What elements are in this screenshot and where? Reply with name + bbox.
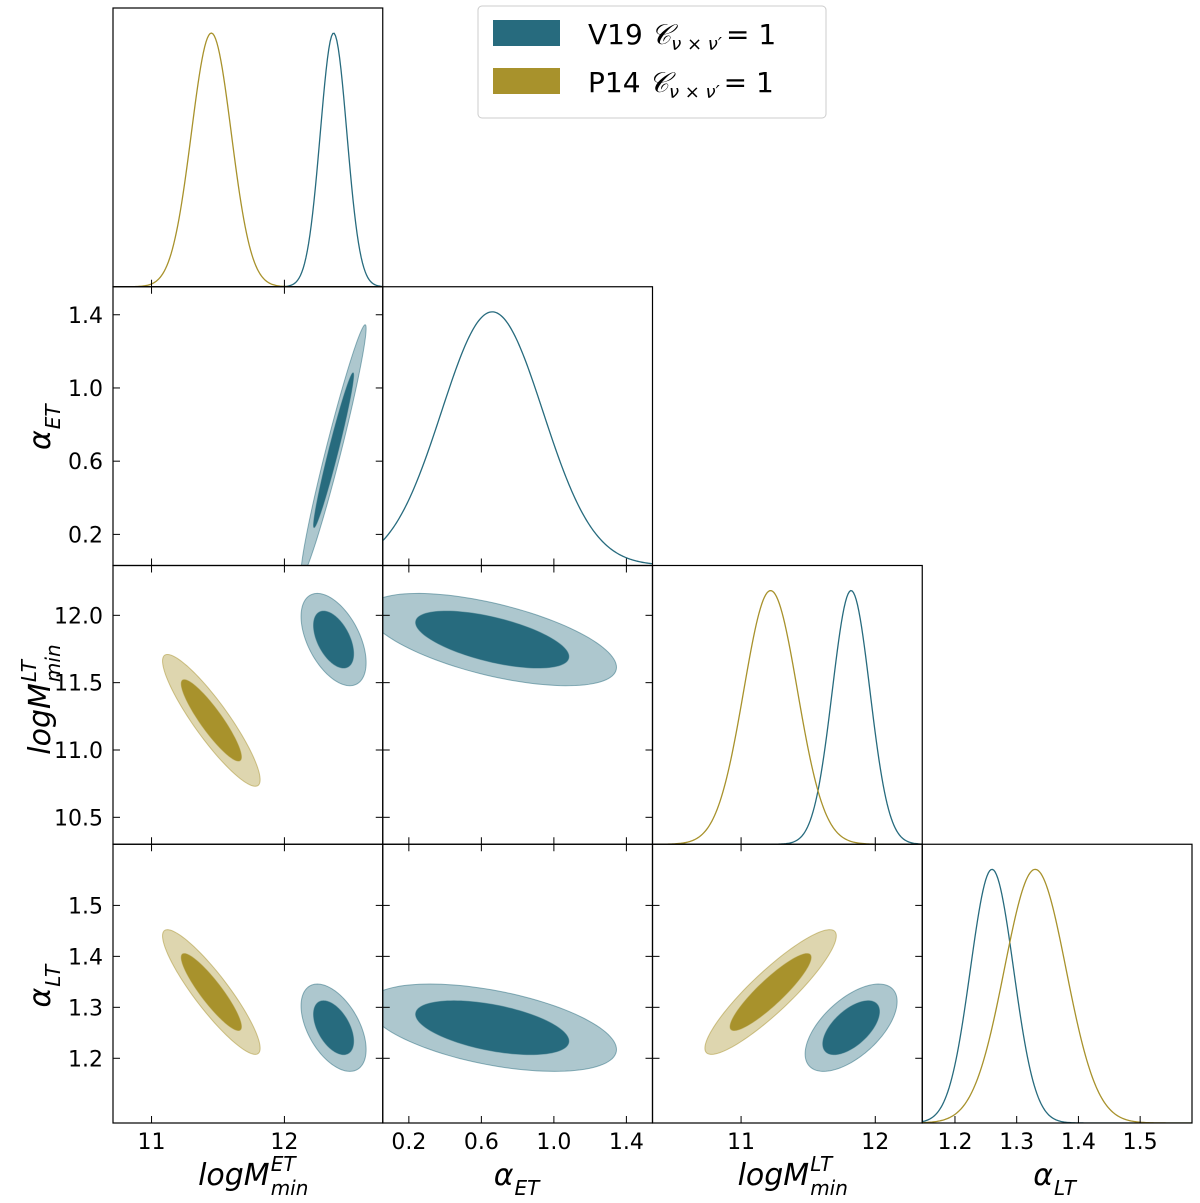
contour xyxy=(313,610,355,669)
y-tick-label: 1.4 xyxy=(68,304,103,329)
axis-label-sup: ET xyxy=(271,1152,298,1176)
x-tick-label: 11 xyxy=(138,1130,166,1155)
legend-text: V19 xyxy=(588,18,643,51)
panel-content xyxy=(922,868,1192,1123)
y-tick-label: 0.2 xyxy=(68,523,103,548)
x-tick-label: 1.4 xyxy=(1061,1130,1096,1155)
x-tick-label: 1.5 xyxy=(1123,1130,1158,1155)
axis-label-base: α xyxy=(494,1158,514,1193)
contour xyxy=(415,1000,570,1056)
panel-frame xyxy=(382,286,654,567)
panel-frame xyxy=(112,7,384,288)
x-tick-label: 0.2 xyxy=(391,1130,426,1155)
axis-label-sub: min xyxy=(810,1176,848,1200)
y-tick-label: 11.0 xyxy=(54,739,103,764)
x-tick-label: 12 xyxy=(861,1130,889,1155)
axis-label: αET xyxy=(23,403,65,450)
marginal-curve xyxy=(113,32,383,287)
axis-label-sub: min xyxy=(271,1176,309,1200)
axis-label-sub: min xyxy=(41,644,65,682)
x-tick-label: 1.0 xyxy=(536,1130,571,1155)
x-tick-label: 1.4 xyxy=(609,1130,644,1155)
panel-content xyxy=(382,983,617,1072)
axis-label-sub: ET xyxy=(41,403,65,430)
x-tick-label: 12 xyxy=(270,1130,298,1155)
panel-content xyxy=(300,324,367,566)
marginal-curve xyxy=(382,311,653,565)
axis-label-sub: ET xyxy=(515,1176,542,1200)
legend-text: = 1 xyxy=(726,18,776,51)
legend: V19 𝒞ν × ν′ = 1 P14 𝒞ν × ν′ = 1 xyxy=(477,5,827,119)
legend-swatch xyxy=(493,68,560,94)
legend-label: P14 𝒞ν × ν′ = 1 xyxy=(588,66,774,103)
y-tick-label: 1.0 xyxy=(68,377,103,402)
legend-text: = 1 xyxy=(724,66,774,99)
axis-label-base: α xyxy=(1033,1158,1053,1193)
panel-content xyxy=(382,311,653,565)
contour xyxy=(822,1000,880,1056)
panel-content xyxy=(113,32,383,287)
axis-label-sup: LT xyxy=(17,658,41,682)
y-tick-label: 1.5 xyxy=(68,894,103,919)
y-tick-label: 1.2 xyxy=(68,1047,103,1072)
marginal-curve xyxy=(922,868,1192,1123)
contour xyxy=(313,1000,355,1056)
marginal-curve xyxy=(652,589,923,845)
x-tick-label: 0.6 xyxy=(464,1130,499,1155)
axis-label-sub: LT xyxy=(41,963,65,987)
legend-swatch xyxy=(493,20,560,46)
axis-label-base: α xyxy=(23,988,58,1008)
contour xyxy=(180,953,242,1031)
y-tick-label: 1.4 xyxy=(68,945,103,970)
y-tick-label: 1.3 xyxy=(68,996,103,1021)
axis-label-sub: LT xyxy=(1054,1176,1078,1200)
marginal-curve xyxy=(113,32,383,287)
axis-label-base: α xyxy=(23,430,58,450)
x-tick-label: 11 xyxy=(727,1130,755,1155)
panel-content xyxy=(382,592,617,687)
contour xyxy=(729,953,812,1031)
legend-text: ν × ν′ xyxy=(671,34,722,55)
panel-frame xyxy=(651,564,923,845)
axis-label-base: logM xyxy=(198,1158,270,1193)
contour xyxy=(180,679,242,762)
y-tick-label: 0.6 xyxy=(68,450,103,475)
contour xyxy=(313,372,355,529)
axis-label-sup: LT xyxy=(810,1152,834,1176)
panel-content xyxy=(162,929,367,1072)
y-tick-label: 11.5 xyxy=(54,672,103,697)
axis-label-base: logM xyxy=(23,683,58,755)
y-tick-label: 12.0 xyxy=(54,604,103,629)
axis-label-base: logM xyxy=(738,1158,810,1193)
panel-content xyxy=(162,592,367,787)
panel-frame xyxy=(382,843,654,1124)
legend-text: P14 xyxy=(588,66,641,99)
legend-label: V19 𝒞ν × ν′ = 1 xyxy=(588,18,776,55)
panel-content xyxy=(652,589,923,845)
panel-content xyxy=(704,929,898,1072)
panel-frame xyxy=(112,843,384,1124)
x-tick-label: 1.2 xyxy=(937,1130,972,1155)
marginal-curve xyxy=(922,868,1192,1123)
panel-frame xyxy=(921,843,1193,1124)
contour xyxy=(415,610,570,669)
marginal-curve xyxy=(652,589,923,845)
legend-text: ν × ν′ xyxy=(669,82,720,103)
axis-label: αLT xyxy=(23,963,65,1008)
y-tick-label: 10.5 xyxy=(54,806,103,831)
legend-frame xyxy=(477,5,827,119)
x-tick-label: 1.3 xyxy=(999,1130,1034,1155)
